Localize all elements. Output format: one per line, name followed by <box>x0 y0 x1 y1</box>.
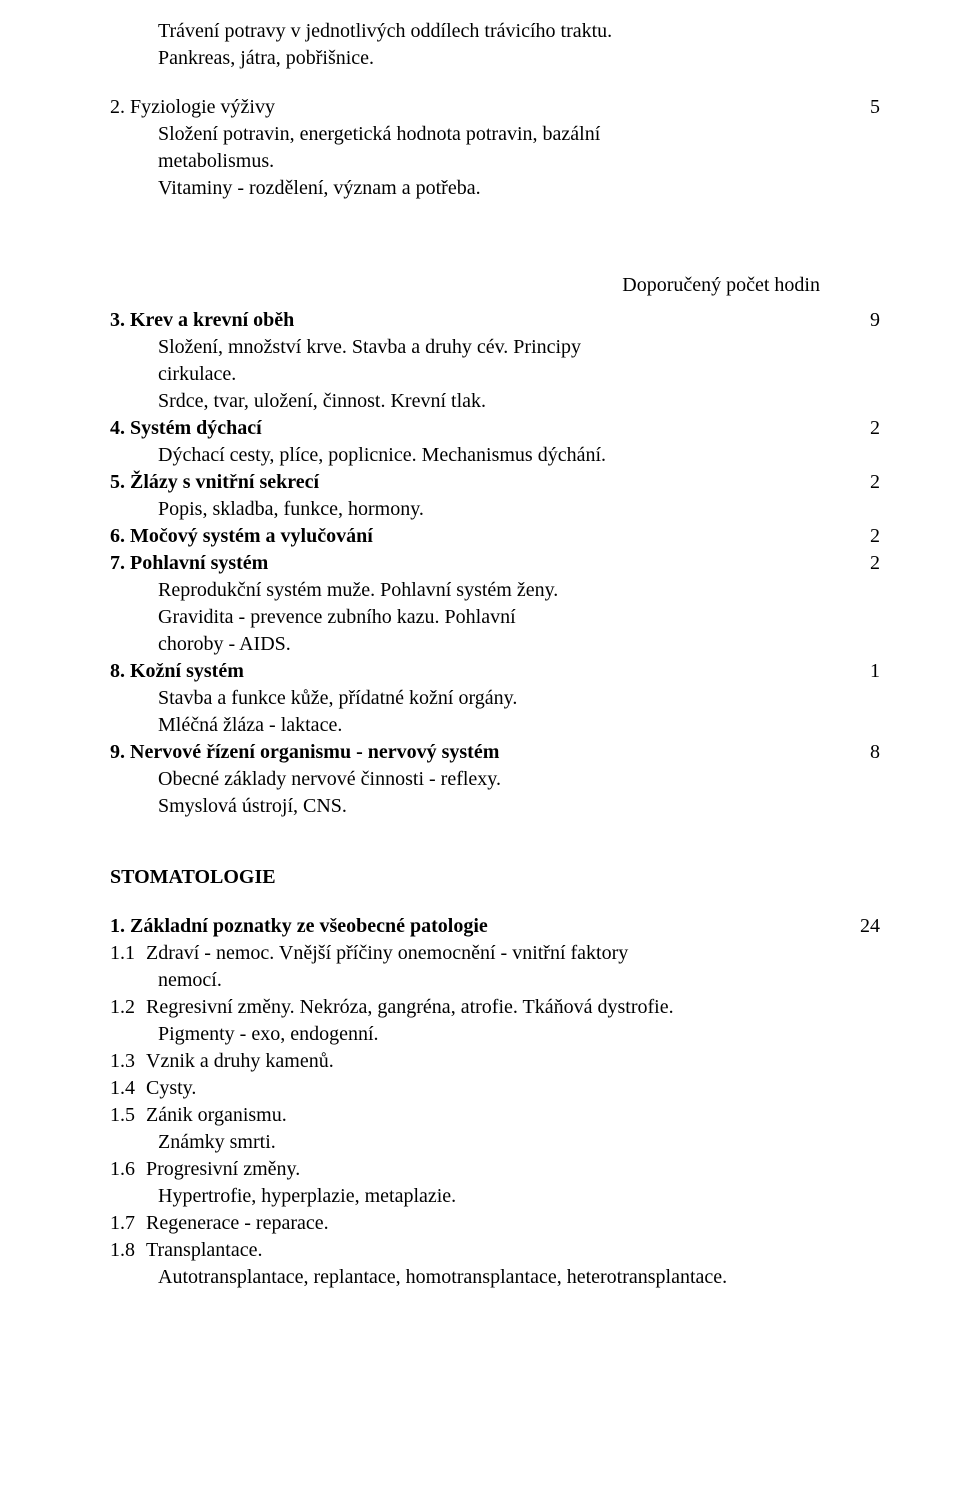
item-3-d3: Srdce, tvar, uložení, činnost. Krevní tl… <box>110 388 900 415</box>
stoma-1-2-l1: Regresivní změny. Nekróza, gangréna, atr… <box>146 994 900 1021</box>
stoma-1-1-l1: Zdraví - nemoc. Vnější příčiny onemocněn… <box>146 940 900 967</box>
item-4-hours: 2 <box>820 415 900 442</box>
stoma-1-6: 1.6 Progresivní změny. <box>110 1156 900 1183</box>
stoma-1-2-l2: Pigmenty - exo, endogenní. <box>110 1021 900 1048</box>
hours-header: Doporučený počet hodin <box>110 272 900 299</box>
stoma-1-5-l1: Zánik organismu. <box>146 1102 900 1129</box>
stoma-1-6-num: 1.6 <box>110 1156 146 1183</box>
item-7-d3: choroby - AIDS. <box>110 631 900 658</box>
stoma-1-8-l1: Transplantace. <box>146 1237 900 1264</box>
stoma-1-4: 1.4 Cysty. <box>110 1075 900 1102</box>
item-4-title: 4. Systém dýchací <box>110 415 820 442</box>
item-9-hours: 8 <box>820 739 900 766</box>
item-6-title: 6. Močový systém a vylučování <box>110 523 820 550</box>
stoma-1-6-l2: Hypertrofie, hyperplazie, metaplazie. <box>110 1183 900 1210</box>
item-2-row: 2. Fyziologie výživy 5 <box>110 94 900 121</box>
item-6-row: 6. Močový systém a vylučování 2 <box>110 523 900 550</box>
item-8-row: 8. Kožní systém 1 <box>110 658 900 685</box>
item-8-title: 8. Kožní systém <box>110 658 820 685</box>
item-2-d1: Složení potravin, energetická hodnota po… <box>110 121 900 148</box>
preamble-line-2: Pankreas, játra, pobřišnice. <box>110 45 900 72</box>
item-9-d1: Obecné základy nervové činnosti - reflex… <box>110 766 900 793</box>
stoma-1-5-l2: Známky smrti. <box>110 1129 900 1156</box>
item-4-row: 4. Systém dýchací 2 <box>110 415 900 442</box>
item-3-d2: cirkulace. <box>110 361 900 388</box>
item-3-row: 3. Krev a krevní oběh 9 <box>110 307 900 334</box>
item-7-d2: Gravidita - prevence zubního kazu. Pohla… <box>110 604 900 631</box>
item-7-hours: 2 <box>820 550 900 577</box>
item-8-d2: Mléčná žláza - laktace. <box>110 712 900 739</box>
stoma-1-6-l1: Progresivní změny. <box>146 1156 900 1183</box>
item-9-row: 9. Nervové řízení organismu - nervový sy… <box>110 739 900 766</box>
item-3-d1: Složení, množství krve. Stavba a druhy c… <box>110 334 900 361</box>
item-3-title: 3. Krev a krevní oběh <box>110 307 820 334</box>
item-8-d1: Stavba a funkce kůže, přídatné kožní org… <box>110 685 900 712</box>
stoma-1-7: 1.7 Regenerace - reparace. <box>110 1210 900 1237</box>
item-2-d3: Vitaminy - rozdělení, význam a potřeba. <box>110 175 900 202</box>
item-2-d2: metabolismus. <box>110 148 900 175</box>
stoma-1-hours: 24 <box>820 913 900 940</box>
stoma-1-5-num: 1.5 <box>110 1102 146 1129</box>
stoma-1-4-num: 1.4 <box>110 1075 146 1102</box>
item-7-title: 7. Pohlavní systém <box>110 550 820 577</box>
stoma-1-3-l1: Vznik a druhy kamenů. <box>146 1048 900 1075</box>
item-9-title: 9. Nervové řízení organismu - nervový sy… <box>110 739 820 766</box>
item-5-title: 5. Žlázy s vnitřní sekrecí <box>110 469 820 496</box>
stoma-1-8: 1.8 Transplantace. <box>110 1237 900 1264</box>
stoma-1-1-l2: nemocí. <box>110 967 900 994</box>
stoma-1-8-l2: Autotransplantace, replantace, homotrans… <box>110 1264 900 1291</box>
item-5-row: 5. Žlázy s vnitřní sekrecí 2 <box>110 469 900 496</box>
stoma-1-row: 1. Základní poznatky ze všeobecné patolo… <box>110 913 900 940</box>
stoma-1-8-num: 1.8 <box>110 1237 146 1264</box>
stoma-1-1: 1.1 Zdraví - nemoc. Vnější příčiny onemo… <box>110 940 900 967</box>
item-6-hours: 2 <box>820 523 900 550</box>
item-9-d2: Smyslová ústrojí, CNS. <box>110 793 900 820</box>
stoma-1-3: 1.3 Vznik a druhy kamenů. <box>110 1048 900 1075</box>
stoma-1-title: 1. Základní poznatky ze všeobecné patolo… <box>110 913 820 940</box>
item-8-hours: 1 <box>820 658 900 685</box>
item-7-d1: Reprodukční systém muže. Pohlavní systém… <box>110 577 900 604</box>
stoma-1-2: 1.2 Regresivní změny. Nekróza, gangréna,… <box>110 994 900 1021</box>
item-4-d1: Dýchací cesty, plíce, poplicnice. Mechan… <box>110 442 900 469</box>
item-2-hours: 5 <box>820 94 900 121</box>
stoma-1-2-num: 1.2 <box>110 994 146 1021</box>
stoma-1-5: 1.5 Zánik organismu. <box>110 1102 900 1129</box>
stoma-1-1-num: 1.1 <box>110 940 146 967</box>
item-7-row: 7. Pohlavní systém 2 <box>110 550 900 577</box>
stomatologie-title: STOMATOLOGIE <box>110 864 900 891</box>
stoma-1-7-l1: Regenerace - reparace. <box>146 1210 900 1237</box>
item-5-hours: 2 <box>820 469 900 496</box>
stoma-1-7-num: 1.7 <box>110 1210 146 1237</box>
item-5-d1: Popis, skladba, funkce, hormony. <box>110 496 900 523</box>
item-2-title: 2. Fyziologie výživy <box>110 94 820 121</box>
preamble-line-1: Trávení potravy v jednotlivých oddílech … <box>110 18 900 45</box>
stoma-1-3-num: 1.3 <box>110 1048 146 1075</box>
stoma-1-4-l1: Cysty. <box>146 1075 900 1102</box>
item-3-hours: 9 <box>820 307 900 334</box>
